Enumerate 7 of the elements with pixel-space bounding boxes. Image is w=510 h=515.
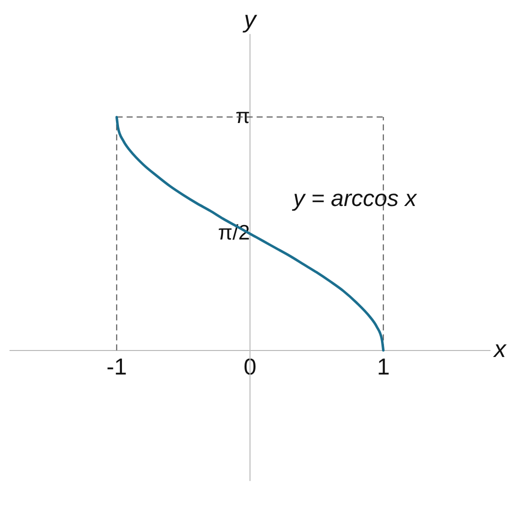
x-axis-title: x [493,336,507,364]
x-tick-label: -1 [106,354,127,380]
x-tick-label: 1 [376,354,390,380]
x-tick-label: 0 [244,354,256,380]
y-tick-label: π [236,104,250,128]
annotation: y = arccos x [291,184,418,211]
y-axis-title: y [242,6,258,34]
